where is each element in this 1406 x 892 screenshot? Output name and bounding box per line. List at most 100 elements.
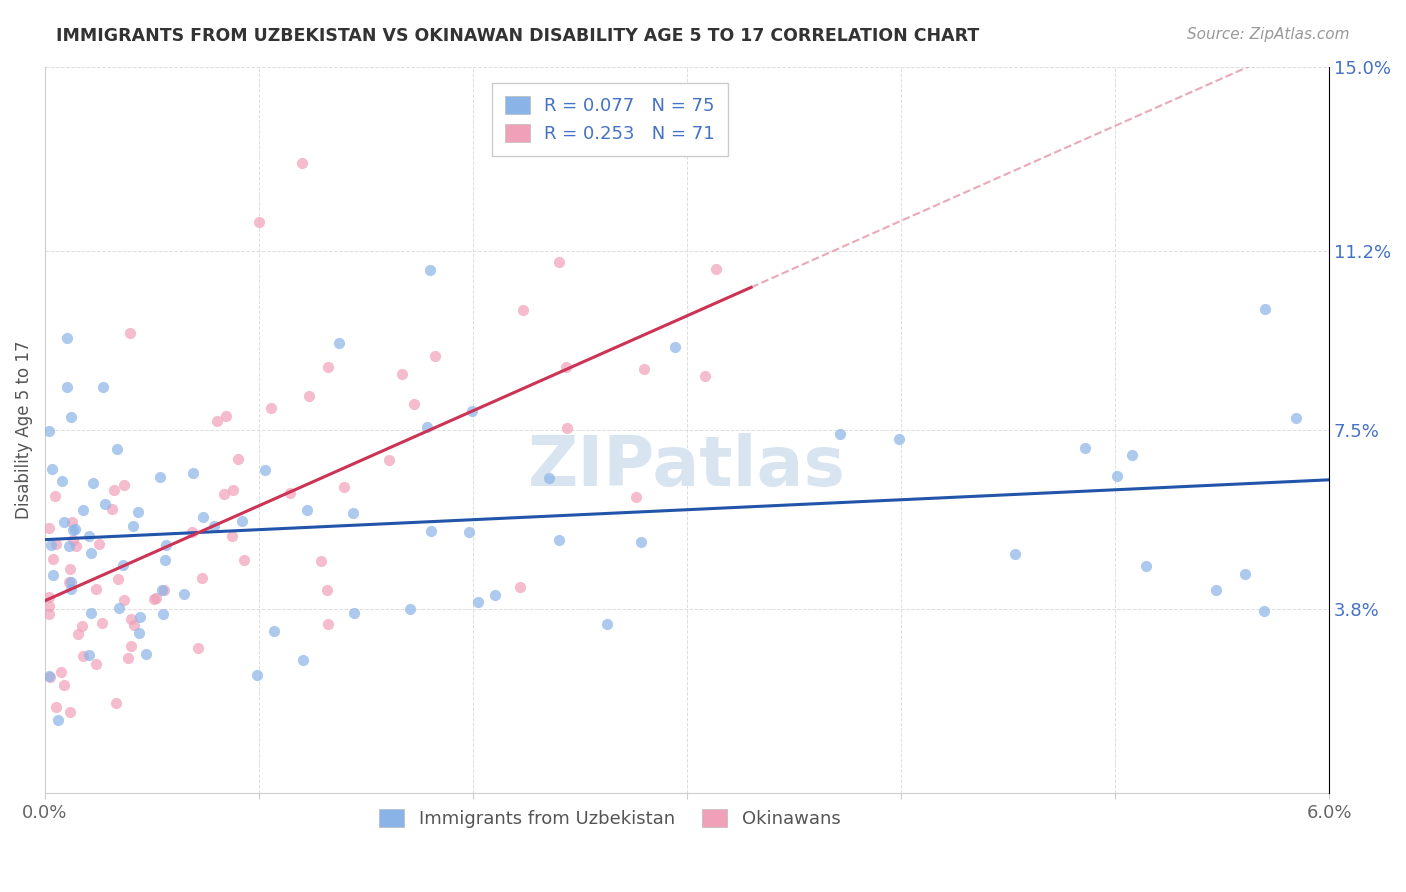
Point	[128, 625, 150, 640]
Text: IMMIGRANTS FROM UZBEKISTAN VS OKINAWAN DISABILITY AGE 5 TO 17 CORRELATION CHART: IMMIGRANTS FROM UZBEKISTAN VS OKINAWAN D…	[56, 27, 980, 45]
Point	[1135, 558, 1157, 573]
Point	[77, 648, 100, 662]
Point	[38, 521, 60, 535]
Point	[107, 442, 129, 457]
Point	[127, 505, 149, 519]
Point	[60, 575, 83, 590]
Point	[247, 214, 270, 228]
Point	[111, 558, 134, 573]
Point	[207, 414, 229, 428]
Text: ZIPatlas: ZIPatlas	[529, 433, 846, 500]
Point	[59, 562, 82, 576]
Point	[624, 490, 647, 504]
Point	[292, 653, 315, 667]
Point	[38, 607, 60, 621]
Point	[202, 519, 225, 533]
Point	[316, 360, 339, 375]
Point	[149, 470, 172, 484]
Point	[221, 529, 243, 543]
Point	[484, 588, 506, 602]
Point	[44, 489, 66, 503]
Point	[630, 534, 652, 549]
Point	[62, 523, 84, 537]
Point	[180, 524, 202, 539]
Point	[191, 510, 214, 524]
Point	[555, 421, 578, 435]
Point	[538, 471, 561, 485]
Point	[39, 670, 62, 684]
Point	[425, 349, 447, 363]
Point	[38, 669, 60, 683]
Point	[129, 610, 152, 624]
Point	[263, 624, 285, 638]
Point	[342, 506, 364, 520]
Point	[121, 518, 143, 533]
Point	[59, 582, 82, 596]
Point	[46, 714, 69, 728]
Point	[70, 618, 93, 632]
Point	[80, 546, 103, 560]
Point	[467, 595, 489, 609]
Point	[87, 537, 110, 551]
Point	[278, 485, 301, 500]
Point	[1205, 582, 1227, 597]
Point	[316, 583, 339, 598]
Point	[90, 615, 112, 630]
Point	[135, 648, 157, 662]
Point	[404, 397, 426, 411]
Point	[58, 574, 80, 589]
Point	[1121, 448, 1143, 462]
Point	[186, 641, 208, 656]
Point	[44, 699, 66, 714]
Point	[548, 533, 571, 547]
Point	[59, 410, 82, 425]
Point	[457, 524, 479, 539]
Point	[298, 389, 321, 403]
Point	[291, 156, 314, 170]
Point	[1285, 410, 1308, 425]
Point	[231, 514, 253, 528]
Point	[55, 380, 77, 394]
Point	[53, 516, 76, 530]
Point	[828, 427, 851, 442]
Point	[181, 466, 204, 480]
Point	[103, 483, 125, 497]
Point	[173, 587, 195, 601]
Point	[596, 616, 619, 631]
Point	[65, 522, 87, 536]
Point	[554, 359, 576, 374]
Point	[1253, 604, 1275, 618]
Point	[39, 538, 62, 552]
Point	[1004, 547, 1026, 561]
Point	[107, 573, 129, 587]
Point	[377, 453, 399, 467]
Point	[328, 336, 350, 351]
Point	[120, 639, 142, 653]
Point	[297, 503, 319, 517]
Point	[101, 501, 124, 516]
Point	[333, 480, 356, 494]
Point	[259, 401, 281, 415]
Point	[120, 612, 142, 626]
Point	[59, 706, 82, 720]
Point	[398, 601, 420, 615]
Point	[66, 626, 89, 640]
Point	[1254, 301, 1277, 316]
Point	[112, 592, 135, 607]
Text: Source: ZipAtlas.com: Source: ZipAtlas.com	[1187, 27, 1350, 42]
Point	[62, 533, 84, 547]
Point	[695, 369, 717, 384]
Point	[65, 539, 87, 553]
Point	[153, 583, 176, 598]
Point	[1234, 567, 1257, 582]
Point	[38, 599, 60, 614]
Point	[55, 331, 77, 345]
Point	[143, 592, 166, 607]
Point	[38, 591, 60, 605]
Point	[51, 474, 73, 488]
Point	[214, 487, 236, 501]
Legend: Immigrants from Uzbekistan, Okinawans: Immigrants from Uzbekistan, Okinawans	[373, 801, 848, 835]
Point	[42, 552, 65, 566]
Point	[420, 524, 443, 538]
Point	[72, 648, 94, 663]
